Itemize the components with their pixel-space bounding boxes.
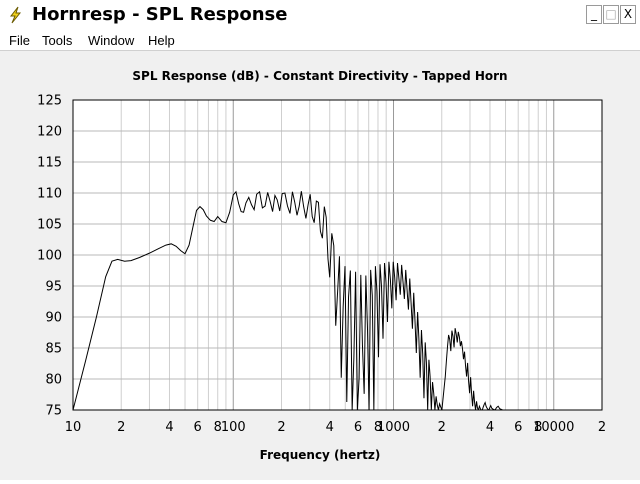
x-axis-label: Frequency (hertz) bbox=[260, 448, 381, 462]
plot-border bbox=[72, 99, 603, 411]
chart-panel: SPL Response (dB) - Constant Directivity… bbox=[0, 51, 640, 480]
x-tick-label: 2 bbox=[438, 420, 446, 435]
menu-bar: File Tools Window Help bbox=[0, 31, 640, 51]
y-tick-label: 90 bbox=[45, 311, 62, 326]
x-tick-label: 6 bbox=[194, 420, 202, 435]
maximize-button[interactable]: □ bbox=[603, 5, 619, 24]
x-tick-label: 8 bbox=[534, 420, 542, 435]
window-title: Hornresp - SPL Response bbox=[32, 4, 288, 25]
x-tick-label: 8 bbox=[214, 420, 222, 435]
x-tick-label: 6 bbox=[514, 420, 522, 435]
chart-title: SPL Response (dB) - Constant Directivity… bbox=[132, 69, 507, 83]
x-tick-label: 6 bbox=[354, 420, 362, 435]
x-tick-label: 10000 bbox=[533, 420, 574, 435]
x-tick-label: 8 bbox=[374, 420, 382, 435]
menu-help[interactable]: Help bbox=[148, 33, 175, 48]
spl-chart: SPL Response (dB) - Constant Directivity… bbox=[37, 69, 606, 462]
y-tick-label: 80 bbox=[45, 373, 62, 388]
y-tick-label: 110 bbox=[37, 187, 62, 202]
y-tick-label: 115 bbox=[37, 156, 62, 171]
minimize-button[interactable]: _ bbox=[586, 5, 602, 24]
y-tick-label: 75 bbox=[45, 404, 62, 419]
y-tick-labels: 75 80 85 90 95 100 105 110 115 120 125 bbox=[37, 94, 62, 419]
x-tick-label: 4 bbox=[326, 420, 334, 435]
x-tick-label: 1000 bbox=[377, 420, 410, 435]
x-tick-label: 4 bbox=[486, 420, 494, 435]
title-bar[interactable]: Hornresp - SPL Response _ □ X bbox=[0, 0, 640, 31]
y-tick-label: 95 bbox=[45, 280, 62, 295]
y-tick-label: 85 bbox=[45, 342, 62, 357]
x-tick-label: 100 bbox=[221, 420, 246, 435]
y-tick-label: 120 bbox=[37, 125, 62, 140]
x-tick-label: 2 bbox=[117, 420, 125, 435]
y-tick-label: 105 bbox=[37, 218, 62, 233]
menu-tools[interactable]: Tools bbox=[42, 33, 73, 48]
menu-file[interactable]: File bbox=[9, 33, 30, 48]
grid bbox=[73, 100, 602, 410]
menu-window[interactable]: Window bbox=[88, 33, 135, 48]
lightning-icon bbox=[9, 6, 22, 24]
x-tick-label: 2 bbox=[277, 420, 285, 435]
y-tick-label: 100 bbox=[37, 249, 62, 264]
x-tick-label: 4 bbox=[165, 420, 173, 435]
x-tick-label: 2 bbox=[598, 420, 606, 435]
y-tick-label: 125 bbox=[37, 94, 62, 109]
close-button[interactable]: X bbox=[620, 5, 636, 24]
spl-response-line bbox=[73, 190, 503, 410]
x-tick-label: 10 bbox=[65, 420, 82, 435]
